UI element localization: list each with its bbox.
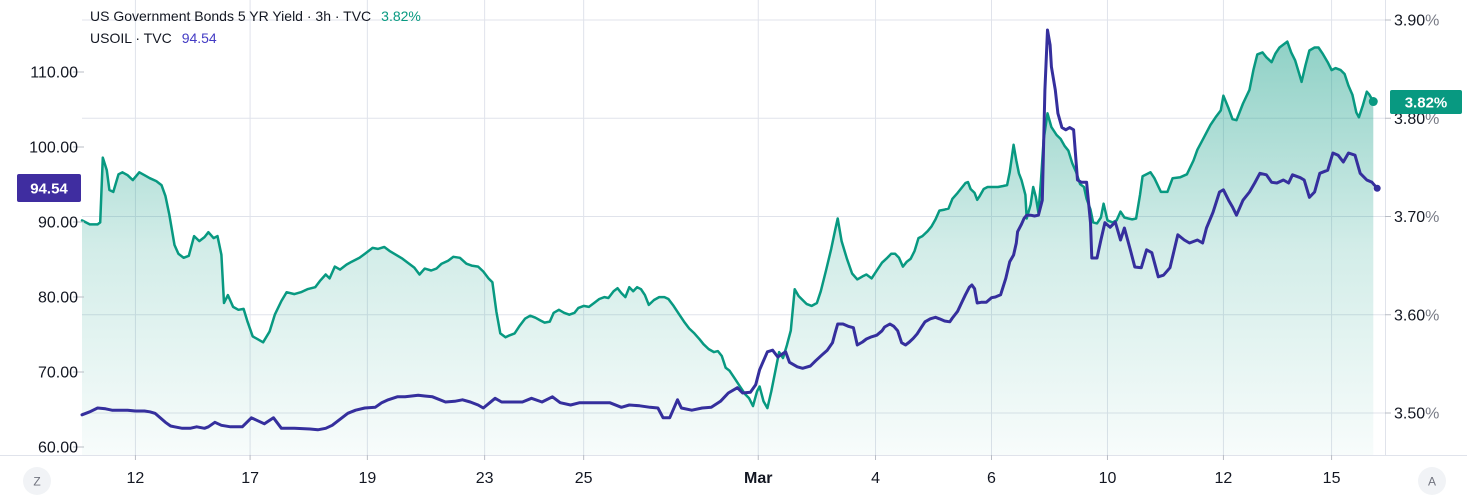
y-axis-label-left: 90.00: [38, 215, 78, 232]
a-button-label: A: [1428, 475, 1436, 489]
yield-price-badge-value: 3.82%: [1405, 95, 1448, 112]
x-axis-label: 12: [1215, 470, 1233, 487]
x-axis-label: 19: [358, 470, 376, 487]
z-corner-button[interactable]: Z: [23, 467, 51, 495]
legend-yield-title[interactable]: US Government Bonds 5 YR Yield · 3h · TV…: [90, 8, 371, 24]
y-axis-label-left: 60.00: [38, 440, 78, 457]
right-price-scale[interactable]: 3.90% 3.80% 3.70% 3.60% 3.50%: [1385, 13, 1439, 423]
x-axis-label: 12: [127, 470, 145, 487]
x-axis-label: 10: [1099, 470, 1117, 487]
legend-row-yield[interactable]: US Government Bonds 5 YR Yield · 3h · TV…: [90, 8, 421, 24]
x-axis-label: 15: [1323, 470, 1341, 487]
legend-oil-value: 94.54: [182, 30, 217, 46]
oil-price-badge-value: 94.54: [30, 181, 68, 198]
chart-plot-area[interactable]: [82, 0, 1385, 455]
series-layer: [80, 28, 1381, 455]
x-axis-label: 6: [987, 470, 996, 487]
z-button-label: Z: [33, 475, 40, 489]
x-axis-label: 25: [575, 470, 593, 487]
left-price-scale[interactable]: 110.00 100.00 90.00 80.00 70.00 60.00: [29, 65, 84, 457]
legend-row-oil[interactable]: USOIL · TVC 94.54: [90, 30, 217, 46]
y-axis-label-left: 100.00: [29, 140, 78, 157]
y-axis-label-left: 80.00: [38, 290, 78, 307]
yield-last-price-dot: [1368, 97, 1378, 107]
yield-area-fill: [82, 41, 1374, 455]
a-corner-button[interactable]: A: [1418, 467, 1446, 495]
legend-oil-title[interactable]: USOIL · TVC: [90, 30, 172, 46]
y-axis-label-right: 3.50%: [1394, 406, 1439, 423]
x-axis-label: 17: [241, 470, 259, 487]
oil-line-series: [80, 28, 1379, 432]
legend: US Government Bonds 5 YR Yield · 3h · TV…: [90, 8, 421, 46]
y-axis-label-right: 3.90%: [1394, 13, 1439, 30]
time-axis[interactable]: 12 17 19 23 25 Mar 4 6 10 12 15: [127, 455, 1341, 487]
x-axis-label: 4: [871, 470, 880, 487]
oil-price-badge: 94.54: [17, 174, 81, 202]
legend-yield-value: 3.82%: [381, 8, 421, 24]
x-axis-label: 23: [476, 470, 494, 487]
y-axis-label-right: 3.80%: [1394, 111, 1439, 128]
yield-line-series: [80, 40, 1375, 410]
yield-price-badge: 3.82%: [1390, 90, 1462, 114]
oil-last-price-dot: [1373, 184, 1381, 192]
y-axis-label-left: 70.00: [38, 365, 78, 382]
x-axis-label: Mar: [744, 470, 772, 487]
y-axis-label-left: 110.00: [30, 65, 78, 82]
y-axis-label-right: 3.70%: [1394, 209, 1439, 226]
y-axis-label-right: 3.60%: [1394, 307, 1439, 324]
